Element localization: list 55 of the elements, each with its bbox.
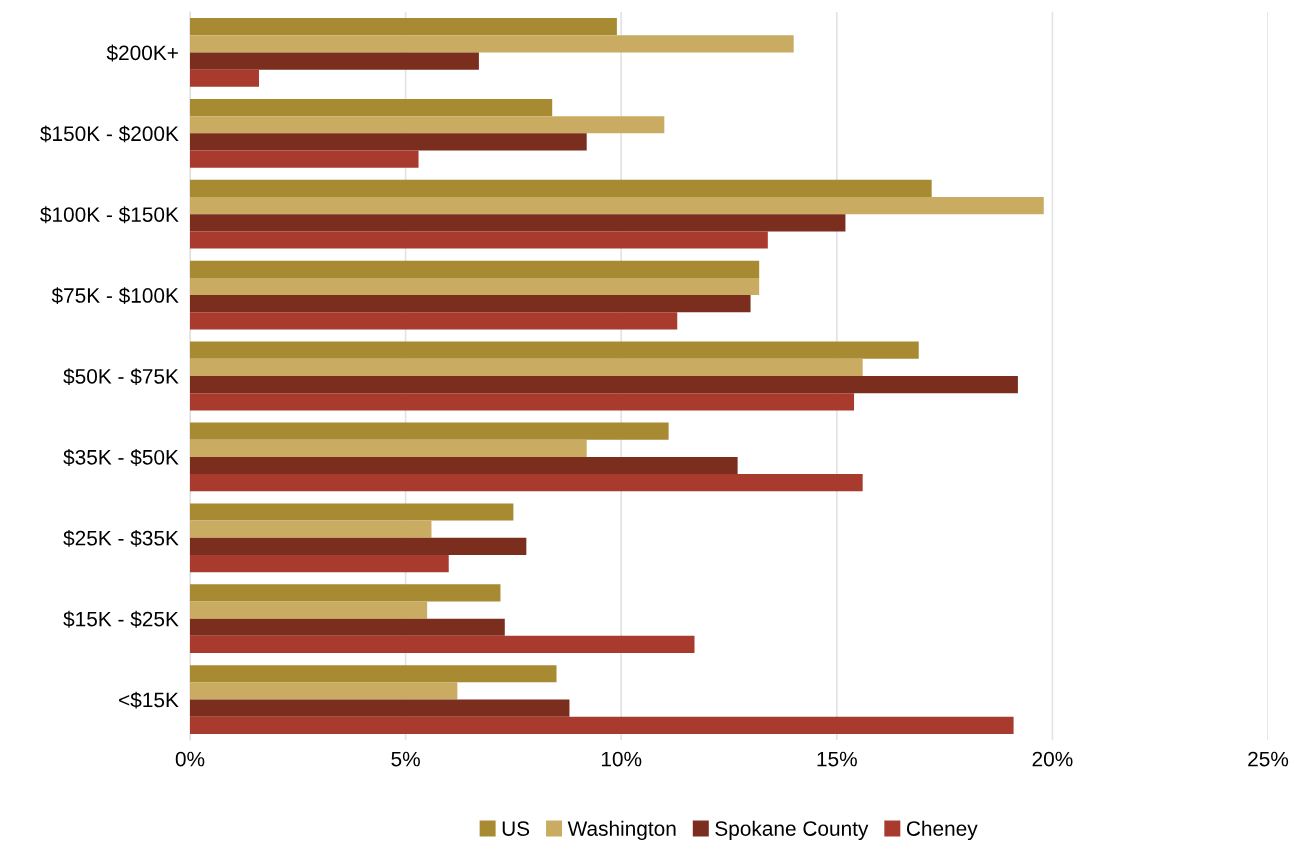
y-tick-label: $150K - $200K (40, 125, 179, 143)
bar (190, 52, 479, 70)
bar (190, 69, 259, 87)
bar (190, 554, 449, 573)
bar (190, 584, 501, 602)
bar (190, 503, 514, 521)
y-tick-label: $35K - $50K (63, 449, 179, 466)
bar (190, 474, 863, 492)
bar (190, 231, 768, 249)
bar (190, 197, 1044, 215)
bar (190, 358, 863, 376)
bar (190, 116, 665, 134)
legend-label: Cheney (906, 820, 978, 841)
y-tick-label: $200K+ (106, 44, 178, 62)
bar (190, 716, 1014, 734)
bar (190, 133, 587, 151)
bar (190, 618, 505, 636)
bar (190, 295, 751, 313)
legend-label: Spokane County (715, 820, 869, 841)
y-tick-label: <$15K (119, 691, 179, 709)
bar (190, 665, 557, 683)
y-tick-label: $100K - $150K (40, 206, 179, 224)
bar (190, 150, 419, 168)
bar (190, 341, 919, 359)
bar (190, 699, 570, 717)
bar (190, 439, 587, 457)
bar (190, 456, 738, 475)
legend-label: US (502, 821, 530, 836)
x-tick-label: 10% (601, 751, 642, 767)
bar (190, 18, 617, 36)
bar (190, 214, 846, 232)
bar (190, 260, 760, 278)
bar (190, 422, 669, 440)
bar (190, 179, 932, 198)
bar (190, 376, 1018, 394)
bar (190, 277, 760, 296)
bar (190, 520, 432, 538)
x-tick-label: 0% (175, 751, 205, 767)
x-tick-label: 25% (1248, 751, 1289, 767)
bar (190, 635, 695, 654)
bar (190, 98, 553, 117)
y-tick-label: $50K - $75K (63, 368, 179, 385)
legend-label: Washington (567, 820, 676, 841)
x-tick-label: 20% (1032, 751, 1073, 767)
bar (190, 682, 458, 700)
bar (190, 537, 527, 555)
x-tick-label: 5% (391, 751, 420, 767)
y-tick-label: $75K - $100K (51, 287, 179, 305)
y-tick-label: $15K - $25K (63, 610, 179, 628)
bar (190, 393, 855, 411)
bar (190, 312, 678, 330)
y-tick-label: $25K - $35K (63, 529, 179, 547)
x-tick-label: 15% (817, 751, 857, 767)
bar (190, 35, 794, 53)
bar (190, 601, 428, 619)
